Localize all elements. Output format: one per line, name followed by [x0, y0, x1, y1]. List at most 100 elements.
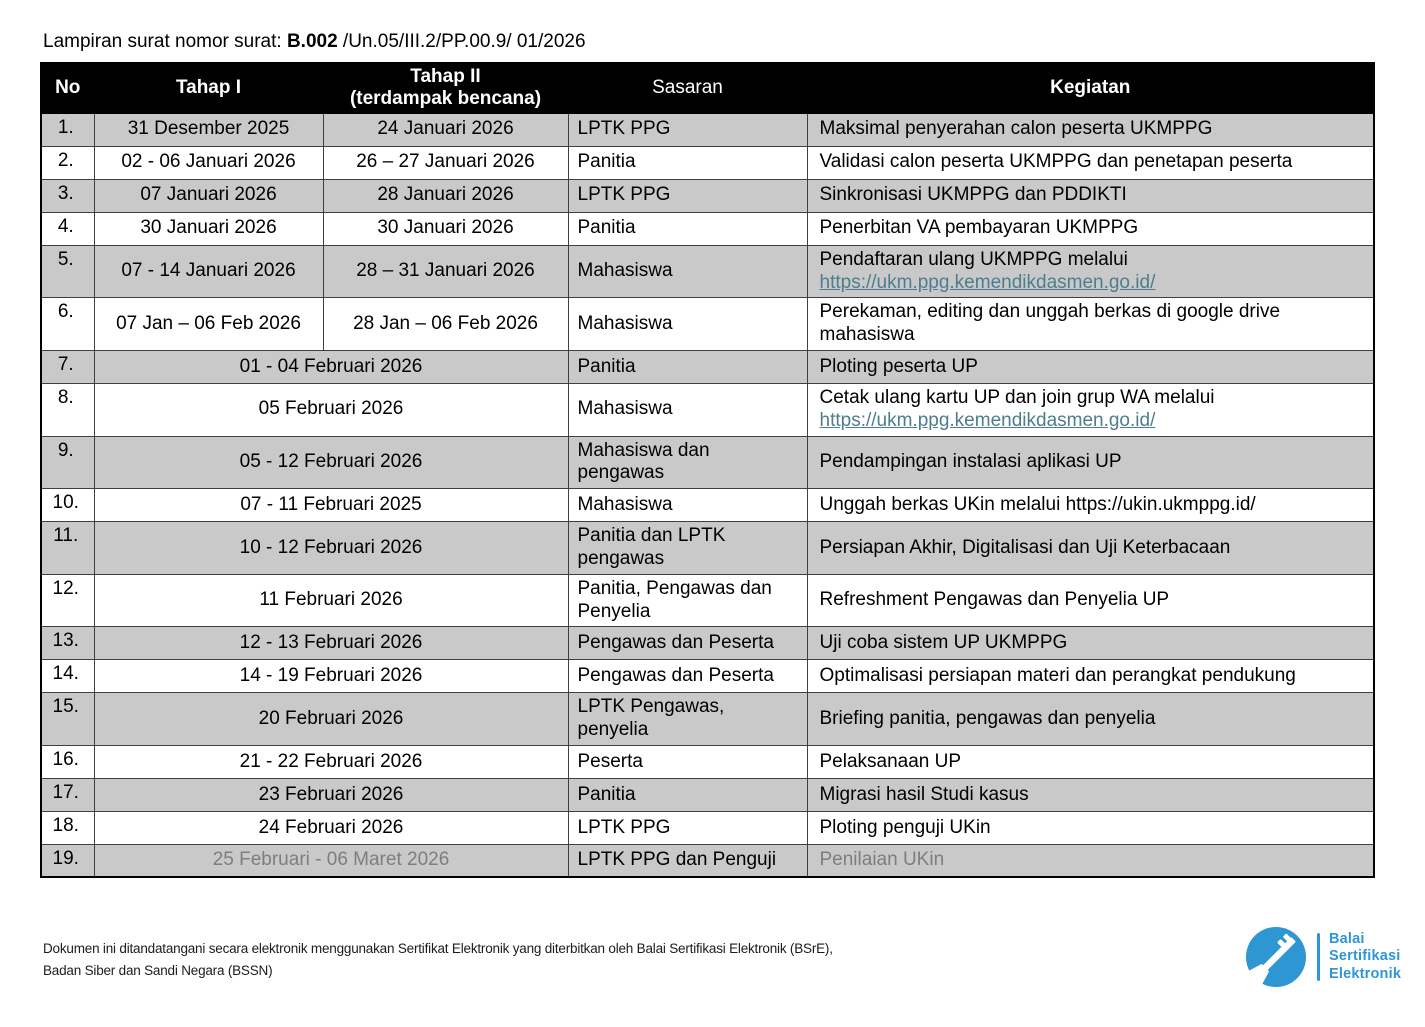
title-suffix: /Un.05/III.2/PP.00.9/ 01/2026	[337, 31, 586, 52]
disclaimer-line-1: Dokumen ini ditandatangani secara elektr…	[43, 941, 833, 956]
table-row: 12. 11 Februari 2026 Panitia, Pengawas dan…	[40, 573, 1375, 628]
table-row: 5. 07 - 14 Januari 2026 28 – 31 Januari 20…	[40, 244, 1375, 299]
tahap1-date: 07 Januari 2026	[93, 178, 324, 213]
kegiatan: Validasi calon peserta UKMPPG dan peneta…	[806, 145, 1375, 180]
kegiatan: Penerbitan VA pembayaran UKMPPG	[806, 211, 1375, 246]
row-number: 4.	[40, 211, 95, 246]
kegiatan: Penilaian UKin	[806, 843, 1375, 878]
kegiatan-link[interactable]: https://ukm.ppg.kemendikdasmen.go.id/	[819, 271, 1156, 293]
tahap2-date: 24 Januari 2026	[322, 112, 569, 147]
signature-disclaimer: Dokumen ini ditandatangani secara elektr…	[43, 938, 833, 981]
table-header: No Tahap I Tahap II (terdampak bencana) …	[40, 62, 1375, 114]
kegiatan-text: Sinkronisasi UKMPPG dan PDDIKTI	[819, 184, 1127, 206]
kegiatan: Unggah berkas UKin melalui https://ukin.…	[806, 488, 1375, 523]
table-row: 3. 07 Januari 2026 28 Januari 2026 LPTK PPG…	[40, 178, 1375, 213]
sasaran: Panitia, Pengawas dan Penyelia	[567, 573, 808, 628]
kegiatan: Pendampingan instalasi aplikasi UP	[806, 435, 1375, 490]
tahap1-date: 02 - 06 Januari 2026	[93, 145, 324, 180]
kegiatan: Perekaman, editing dan unggah berkas di …	[806, 297, 1375, 351]
sasaran: LPTK Pengawas, penyelia	[567, 692, 808, 746]
kegiatan: Pendaftaran ulang UKMPPG melalui https://…	[806, 244, 1375, 299]
kegiatan-text: Pendaftaran ulang UKMPPG melalui	[819, 248, 1128, 270]
date-range: 20 Februari 2026	[93, 692, 569, 746]
sasaran: Mahasiswa	[567, 383, 808, 437]
kegiatan: Ploting peserta UP	[806, 350, 1375, 384]
row-number: 5.	[40, 244, 95, 299]
kegiatan-text: Refreshment Pengawas dan Penyelia UP	[819, 589, 1170, 611]
letter-number: B.002	[286, 31, 338, 52]
table-body: 1. 31 Desember 2025 24 Januari 2026 LPTK PP…	[40, 112, 1375, 878]
kegiatan-text: Cetak ulang kartu UP dan join grup WA me…	[819, 387, 1215, 408]
col-header-tahap1: Tahap I	[93, 62, 324, 114]
date-range: 07 - 11 Februari 2025	[93, 488, 569, 523]
sasaran: Panitia	[567, 777, 808, 812]
sasaran: Mahasiswa	[567, 244, 808, 299]
table-row: 2. 02 - 06 Januari 2026 26 – 27 Januari 20…	[40, 145, 1375, 180]
sasaran: LPTK PPG	[567, 810, 808, 845]
sasaran: Pengawas dan Peserta	[567, 626, 808, 661]
sasaran: Mahasiswa dan pengawas	[567, 435, 808, 490]
sasaran: Mahasiswa	[567, 297, 808, 351]
date-range: 23 Februari 2026	[93, 777, 569, 812]
row-number: 18.	[40, 810, 95, 845]
table-row: 9. 05 - 12 Februari 2026 Mahasiswa dan pen…	[40, 435, 1375, 490]
logo-wordmark: Balai Sertifikasi Elektronik	[1329, 931, 1401, 982]
sasaran: Mahasiswa	[567, 488, 808, 523]
sasaran: Panitia	[567, 211, 808, 246]
date-range: 05 Februari 2026	[93, 383, 569, 437]
date-range: 25 Februari - 06 Maret 2026	[93, 843, 569, 878]
row-number: 10.	[40, 488, 95, 523]
kegiatan-text: Penilaian UKin	[819, 849, 945, 871]
row-number: 17.	[40, 777, 95, 812]
row-number: 19.	[40, 843, 95, 878]
col-header-kegiatan: Kegiatan	[806, 62, 1375, 114]
disclaimer-line-2: Badan Siber dan Sandi Negara (BSSN)	[43, 962, 273, 978]
kegiatan-text: Perekaman, editing dan unggah berkas di …	[819, 301, 1281, 346]
tahap2-date: 28 Januari 2026	[322, 178, 569, 213]
kegiatan-text: Maksimal penyerahan calon peserta UKMPPG	[819, 118, 1213, 140]
row-number: 9.	[40, 435, 95, 490]
row-number: 3.	[40, 178, 95, 213]
date-range: 01 - 04 Februari 2026	[93, 350, 569, 384]
kegiatan-text: Validasi calon peserta UKMPPG dan peneta…	[819, 151, 1293, 173]
kegiatan: Maksimal penyerahan calon peserta UKMPPG	[806, 112, 1375, 147]
kegiatan-text: Persiapan Akhir, Digitalisasi dan Uji Ke…	[819, 536, 1231, 558]
kegiatan-text: Briefing panitia, pengawas dan penyelia	[819, 707, 1156, 729]
sasaran: LPTK PPG	[567, 112, 808, 147]
date-range: 24 Februari 2026	[93, 810, 569, 845]
kegiatan-link[interactable]: https://ukm.ppg.kemendikdasmen.go.id/	[819, 409, 1156, 431]
sasaran: Peserta	[567, 744, 808, 779]
row-number: 8.	[40, 383, 95, 437]
kegiatan: Optimalisasi persiapan materi dan perang…	[806, 659, 1375, 694]
col-header-no: No	[40, 62, 95, 114]
row-number: 11.	[40, 521, 95, 575]
table-row: 14. 14 - 19 Februari 2026 Pengawas dan Pes…	[40, 659, 1375, 694]
kegiatan: Ploting penguji UKin	[806, 810, 1375, 845]
kegiatan: Pelaksanaan UP	[806, 744, 1375, 779]
row-number: 16.	[40, 744, 95, 779]
logo-divider	[1317, 933, 1320, 981]
row-number: 14.	[40, 659, 95, 694]
table-row: 4. 30 Januari 2026 30 Januari 2026 Panitia P…	[40, 211, 1375, 246]
row-number: 12.	[40, 573, 95, 628]
date-range: 05 - 12 Februari 2026	[93, 435, 569, 490]
title-prefix: Lampiran surat nomor surat:	[43, 31, 287, 52]
tahap1-date: 07 Jan – 06 Feb 2026	[93, 297, 324, 351]
logo-line-3: Elektronik	[1329, 965, 1402, 982]
date-range: 14 - 19 Februari 2026	[93, 659, 569, 694]
kegiatan-text: Ploting peserta UP	[819, 355, 978, 377]
col-header-sasaran: Sasaran	[567, 62, 808, 114]
tahap2-date: 28 Jan – 06 Feb 2026	[322, 297, 569, 351]
table-row: 19. 25 Februari - 06 Maret 2026 LPTK PPG d…	[40, 843, 1375, 878]
kegiatan: Uji coba sistem UP UKMPPG	[806, 626, 1375, 661]
table-row: 15. 20 Februari 2026 LPTK Pengawas, penyel…	[40, 692, 1375, 746]
table-row: 10. 07 - 11 Februari 2025 Mahasiswa Unggah …	[40, 488, 1375, 523]
row-number: 7.	[40, 350, 95, 384]
sasaran: LPTK PPG	[567, 178, 808, 213]
tahap1-date: 07 - 14 Januari 2026	[93, 244, 324, 299]
row-number: 2.	[40, 145, 95, 180]
tahap2-date: 26 – 27 Januari 2026	[322, 145, 569, 180]
row-number: 13.	[40, 626, 95, 661]
kegiatan: Refreshment Pengawas dan Penyelia UP	[806, 573, 1375, 628]
row-number: 15.	[40, 692, 95, 746]
